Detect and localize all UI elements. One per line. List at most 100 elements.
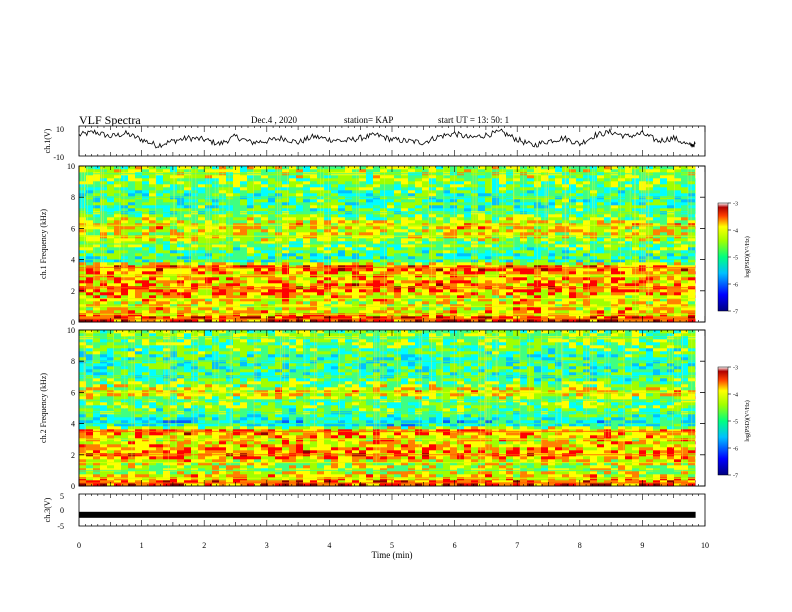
spectrogram-cell [576, 289, 583, 293]
spectrogram-cell [562, 304, 569, 308]
spectrogram-cell [429, 178, 436, 182]
spectrogram-cell [443, 265, 450, 269]
spectrogram-cell [464, 187, 471, 191]
spectrogram-cell [86, 298, 93, 302]
spectrogram-cell [555, 295, 562, 299]
spectrogram-cell [429, 298, 436, 302]
spectrogram-cell [604, 232, 611, 236]
spectrogram-cell [604, 187, 611, 191]
spectrogram-cell [128, 262, 135, 266]
spectrogram-cell [443, 289, 450, 293]
spectrogram-cell [660, 178, 667, 182]
spectrogram-cell [422, 253, 429, 257]
spectrogram-cell [436, 256, 443, 260]
spectrogram-cell [513, 295, 520, 299]
spectrogram-cell [275, 175, 282, 179]
spectrogram-cell [548, 178, 555, 182]
spectrogram-cell [324, 262, 331, 266]
spectrogram-cell [79, 184, 86, 188]
spectrogram-cell [93, 223, 100, 227]
spectrogram-cell [548, 283, 555, 287]
spectrogram-cell [296, 199, 303, 203]
spectrogram-cell [128, 319, 135, 323]
spectrogram-cell [275, 205, 282, 209]
spectrogram-cell [268, 483, 275, 487]
spectrogram-cell [429, 253, 436, 257]
spectrogram-cell [436, 292, 443, 296]
spectrogram-cell [541, 199, 548, 203]
spectrogram-cell [506, 292, 513, 296]
spectrogram-cell [247, 217, 254, 221]
spectrogram-cell [632, 316, 639, 320]
spectrogram-cell [506, 217, 513, 221]
spectrogram-cell [464, 277, 471, 281]
spectrogram-cell [555, 223, 562, 227]
spectrogram-cell [548, 217, 555, 221]
spectrogram-cell [639, 256, 646, 260]
spectrogram-cell [191, 208, 198, 212]
spectrogram-cell [450, 214, 457, 218]
spectrogram-cell [499, 483, 506, 487]
spectrogram-cell [310, 208, 317, 212]
spectrogram-cell [240, 244, 247, 248]
spectrogram-cell [471, 229, 478, 233]
spectrogram-cell [471, 241, 478, 245]
spectrogram-cell [408, 250, 415, 254]
spectrogram-cell [688, 301, 695, 305]
spectrogram-cell [331, 181, 338, 185]
spectrogram-cell [142, 187, 149, 191]
spectrogram-cell [681, 298, 688, 302]
spectrogram-cell [338, 220, 345, 224]
spectrogram-cell [541, 187, 548, 191]
spectrogram-cell [366, 178, 373, 182]
spectrogram-cell [548, 247, 555, 251]
spectrogram-cell [310, 262, 317, 266]
spectrogram-cell [471, 253, 478, 257]
spectrogram-cell [653, 226, 660, 230]
spectrogram-cell [695, 259, 696, 263]
spectrogram-cell [429, 247, 436, 251]
spectrogram-cell [345, 175, 352, 179]
spectrogram-cell [338, 283, 345, 287]
spectrogram-cell [464, 480, 471, 484]
spectrogram-cell [191, 241, 198, 245]
spectrogram-cell [401, 256, 408, 260]
spectrogram-cell [303, 208, 310, 212]
spectrogram-cell [457, 241, 464, 245]
spectrogram-cell [674, 295, 681, 299]
spectrogram-cell [527, 259, 534, 263]
spectrogram-cell [527, 190, 534, 194]
spectrogram-cell [436, 247, 443, 251]
spectrogram-cell [303, 202, 310, 206]
spectrogram-cell [527, 226, 534, 230]
spectrogram-cell [660, 181, 667, 185]
spectrogram-cell [576, 310, 583, 314]
spectrogram-cell [373, 265, 380, 269]
spectrogram-cell [541, 289, 548, 293]
spectrogram-cell [457, 166, 464, 170]
spectrogram-cell [373, 208, 380, 212]
spectrogram-cell [205, 304, 212, 308]
spectrogram-cell [555, 214, 562, 218]
spectrogram-cell [107, 187, 114, 191]
spectrogram-cell [261, 262, 268, 266]
spectrogram-cell [478, 268, 485, 272]
spectrogram-cell [184, 253, 191, 257]
spectrogram-cell [142, 304, 149, 308]
spectrogram-cell [604, 244, 611, 248]
spectrogram-cell [618, 268, 625, 272]
spectrogram-cell [114, 175, 121, 179]
spectrogram-cell [352, 187, 359, 191]
spectrogram-cell [443, 259, 450, 263]
spectrogram-cell [79, 292, 86, 296]
spectrogram-cell [296, 202, 303, 206]
spectrogram-cell [541, 220, 548, 224]
spectrogram-cell [401, 265, 408, 269]
spectrogram-cell [359, 253, 366, 257]
spectrogram-cell [282, 292, 289, 296]
spectrogram-cell [667, 193, 674, 197]
spectrogram-cell [331, 304, 338, 308]
spectrogram-cell [163, 247, 170, 251]
spectrogram-cell [492, 214, 499, 218]
spectrogram-cell [506, 259, 513, 263]
